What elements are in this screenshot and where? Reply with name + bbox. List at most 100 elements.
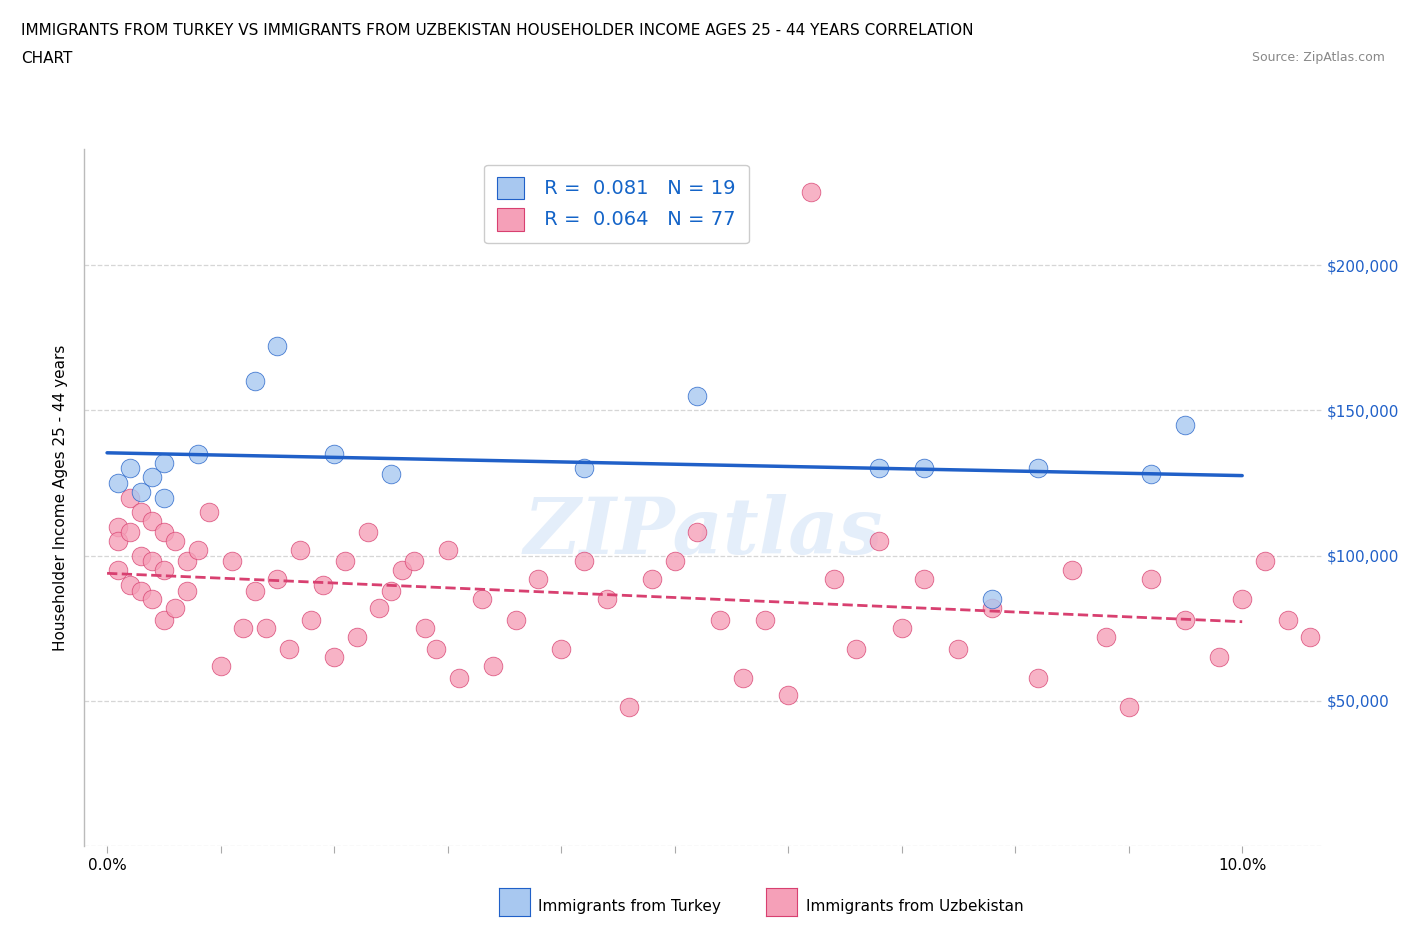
Point bbox=[141, 513, 163, 528]
Point bbox=[1277, 612, 1299, 627]
Point bbox=[823, 571, 845, 587]
Point bbox=[209, 658, 232, 673]
Point bbox=[323, 650, 346, 665]
Point bbox=[981, 591, 1004, 606]
Point bbox=[176, 583, 198, 598]
Point bbox=[153, 612, 176, 627]
Point bbox=[868, 534, 890, 549]
Point bbox=[176, 554, 198, 569]
Point bbox=[1174, 418, 1197, 432]
Point bbox=[402, 554, 425, 569]
Point bbox=[187, 542, 209, 557]
Point bbox=[527, 571, 550, 587]
Point bbox=[436, 542, 458, 557]
Point bbox=[619, 699, 641, 714]
Point bbox=[198, 505, 221, 520]
Text: Immigrants from Uzbekistan: Immigrants from Uzbekistan bbox=[806, 899, 1024, 914]
Point bbox=[129, 583, 152, 598]
Point bbox=[165, 601, 187, 616]
Point bbox=[447, 671, 470, 685]
Point bbox=[731, 671, 754, 685]
Point bbox=[357, 525, 380, 540]
Point bbox=[141, 591, 163, 606]
Point bbox=[323, 446, 346, 461]
Point bbox=[595, 591, 617, 606]
Point bbox=[981, 601, 1004, 616]
Text: IMMIGRANTS FROM TURKEY VS IMMIGRANTS FROM UZBEKISTAN HOUSEHOLDER INCOME AGES 25 : IMMIGRANTS FROM TURKEY VS IMMIGRANTS FRO… bbox=[21, 23, 973, 38]
Point bbox=[1060, 563, 1083, 578]
Text: CHART: CHART bbox=[21, 51, 73, 66]
Point bbox=[1208, 650, 1230, 665]
Point bbox=[1026, 671, 1049, 685]
Text: ZIPatlas: ZIPatlas bbox=[523, 494, 883, 571]
Y-axis label: Householder Income Ages 25 - 44 years: Householder Income Ages 25 - 44 years bbox=[53, 344, 69, 651]
Point bbox=[266, 571, 288, 587]
Point bbox=[686, 525, 709, 540]
Point bbox=[107, 475, 129, 490]
Point bbox=[778, 688, 800, 703]
Legend:  R =  0.081   N = 19,  R =  0.064   N = 77: R = 0.081 N = 19, R = 0.064 N = 77 bbox=[484, 165, 748, 243]
Point bbox=[572, 554, 595, 569]
Point bbox=[107, 519, 129, 534]
Point bbox=[686, 389, 709, 404]
Point bbox=[107, 534, 129, 549]
Point bbox=[118, 525, 141, 540]
Point bbox=[550, 642, 572, 657]
Point bbox=[1095, 630, 1118, 644]
Point bbox=[800, 185, 823, 200]
Point bbox=[572, 461, 595, 476]
Point bbox=[1299, 630, 1322, 644]
Point bbox=[312, 578, 335, 592]
Point bbox=[948, 642, 970, 657]
Point bbox=[232, 621, 254, 636]
Point bbox=[425, 642, 447, 657]
Text: Source: ZipAtlas.com: Source: ZipAtlas.com bbox=[1251, 51, 1385, 64]
Point bbox=[288, 542, 311, 557]
Point bbox=[1140, 571, 1163, 587]
Point bbox=[1254, 554, 1277, 569]
Text: Immigrants from Turkey: Immigrants from Turkey bbox=[538, 899, 721, 914]
Point bbox=[505, 612, 527, 627]
Point bbox=[413, 621, 436, 636]
Point bbox=[1118, 699, 1140, 714]
Point bbox=[391, 563, 413, 578]
Point bbox=[380, 467, 402, 482]
Point bbox=[141, 554, 163, 569]
Point bbox=[254, 621, 277, 636]
Point bbox=[335, 554, 357, 569]
Point bbox=[709, 612, 731, 627]
Point bbox=[129, 549, 152, 564]
Point bbox=[243, 374, 266, 389]
Point bbox=[912, 571, 935, 587]
Point bbox=[299, 612, 322, 627]
Point bbox=[107, 563, 129, 578]
Point bbox=[754, 612, 776, 627]
Point bbox=[912, 461, 935, 476]
Point bbox=[1230, 591, 1253, 606]
Point bbox=[187, 446, 209, 461]
Point bbox=[118, 461, 141, 476]
Point bbox=[1026, 461, 1049, 476]
Point bbox=[1174, 612, 1197, 627]
Point bbox=[129, 485, 152, 499]
Point bbox=[641, 571, 664, 587]
Point bbox=[118, 578, 141, 592]
Point bbox=[221, 554, 243, 569]
Point bbox=[1140, 467, 1163, 482]
Point bbox=[129, 505, 152, 520]
Point bbox=[277, 642, 299, 657]
Point bbox=[165, 534, 187, 549]
Point bbox=[266, 339, 288, 354]
Point bbox=[141, 470, 163, 485]
Point bbox=[153, 525, 176, 540]
Point bbox=[243, 583, 266, 598]
Point bbox=[868, 461, 890, 476]
Point bbox=[368, 601, 391, 616]
Point bbox=[845, 642, 868, 657]
Point bbox=[664, 554, 686, 569]
Point bbox=[890, 621, 912, 636]
Point bbox=[346, 630, 368, 644]
Point bbox=[153, 563, 176, 578]
Point bbox=[153, 490, 176, 505]
Point bbox=[471, 591, 494, 606]
